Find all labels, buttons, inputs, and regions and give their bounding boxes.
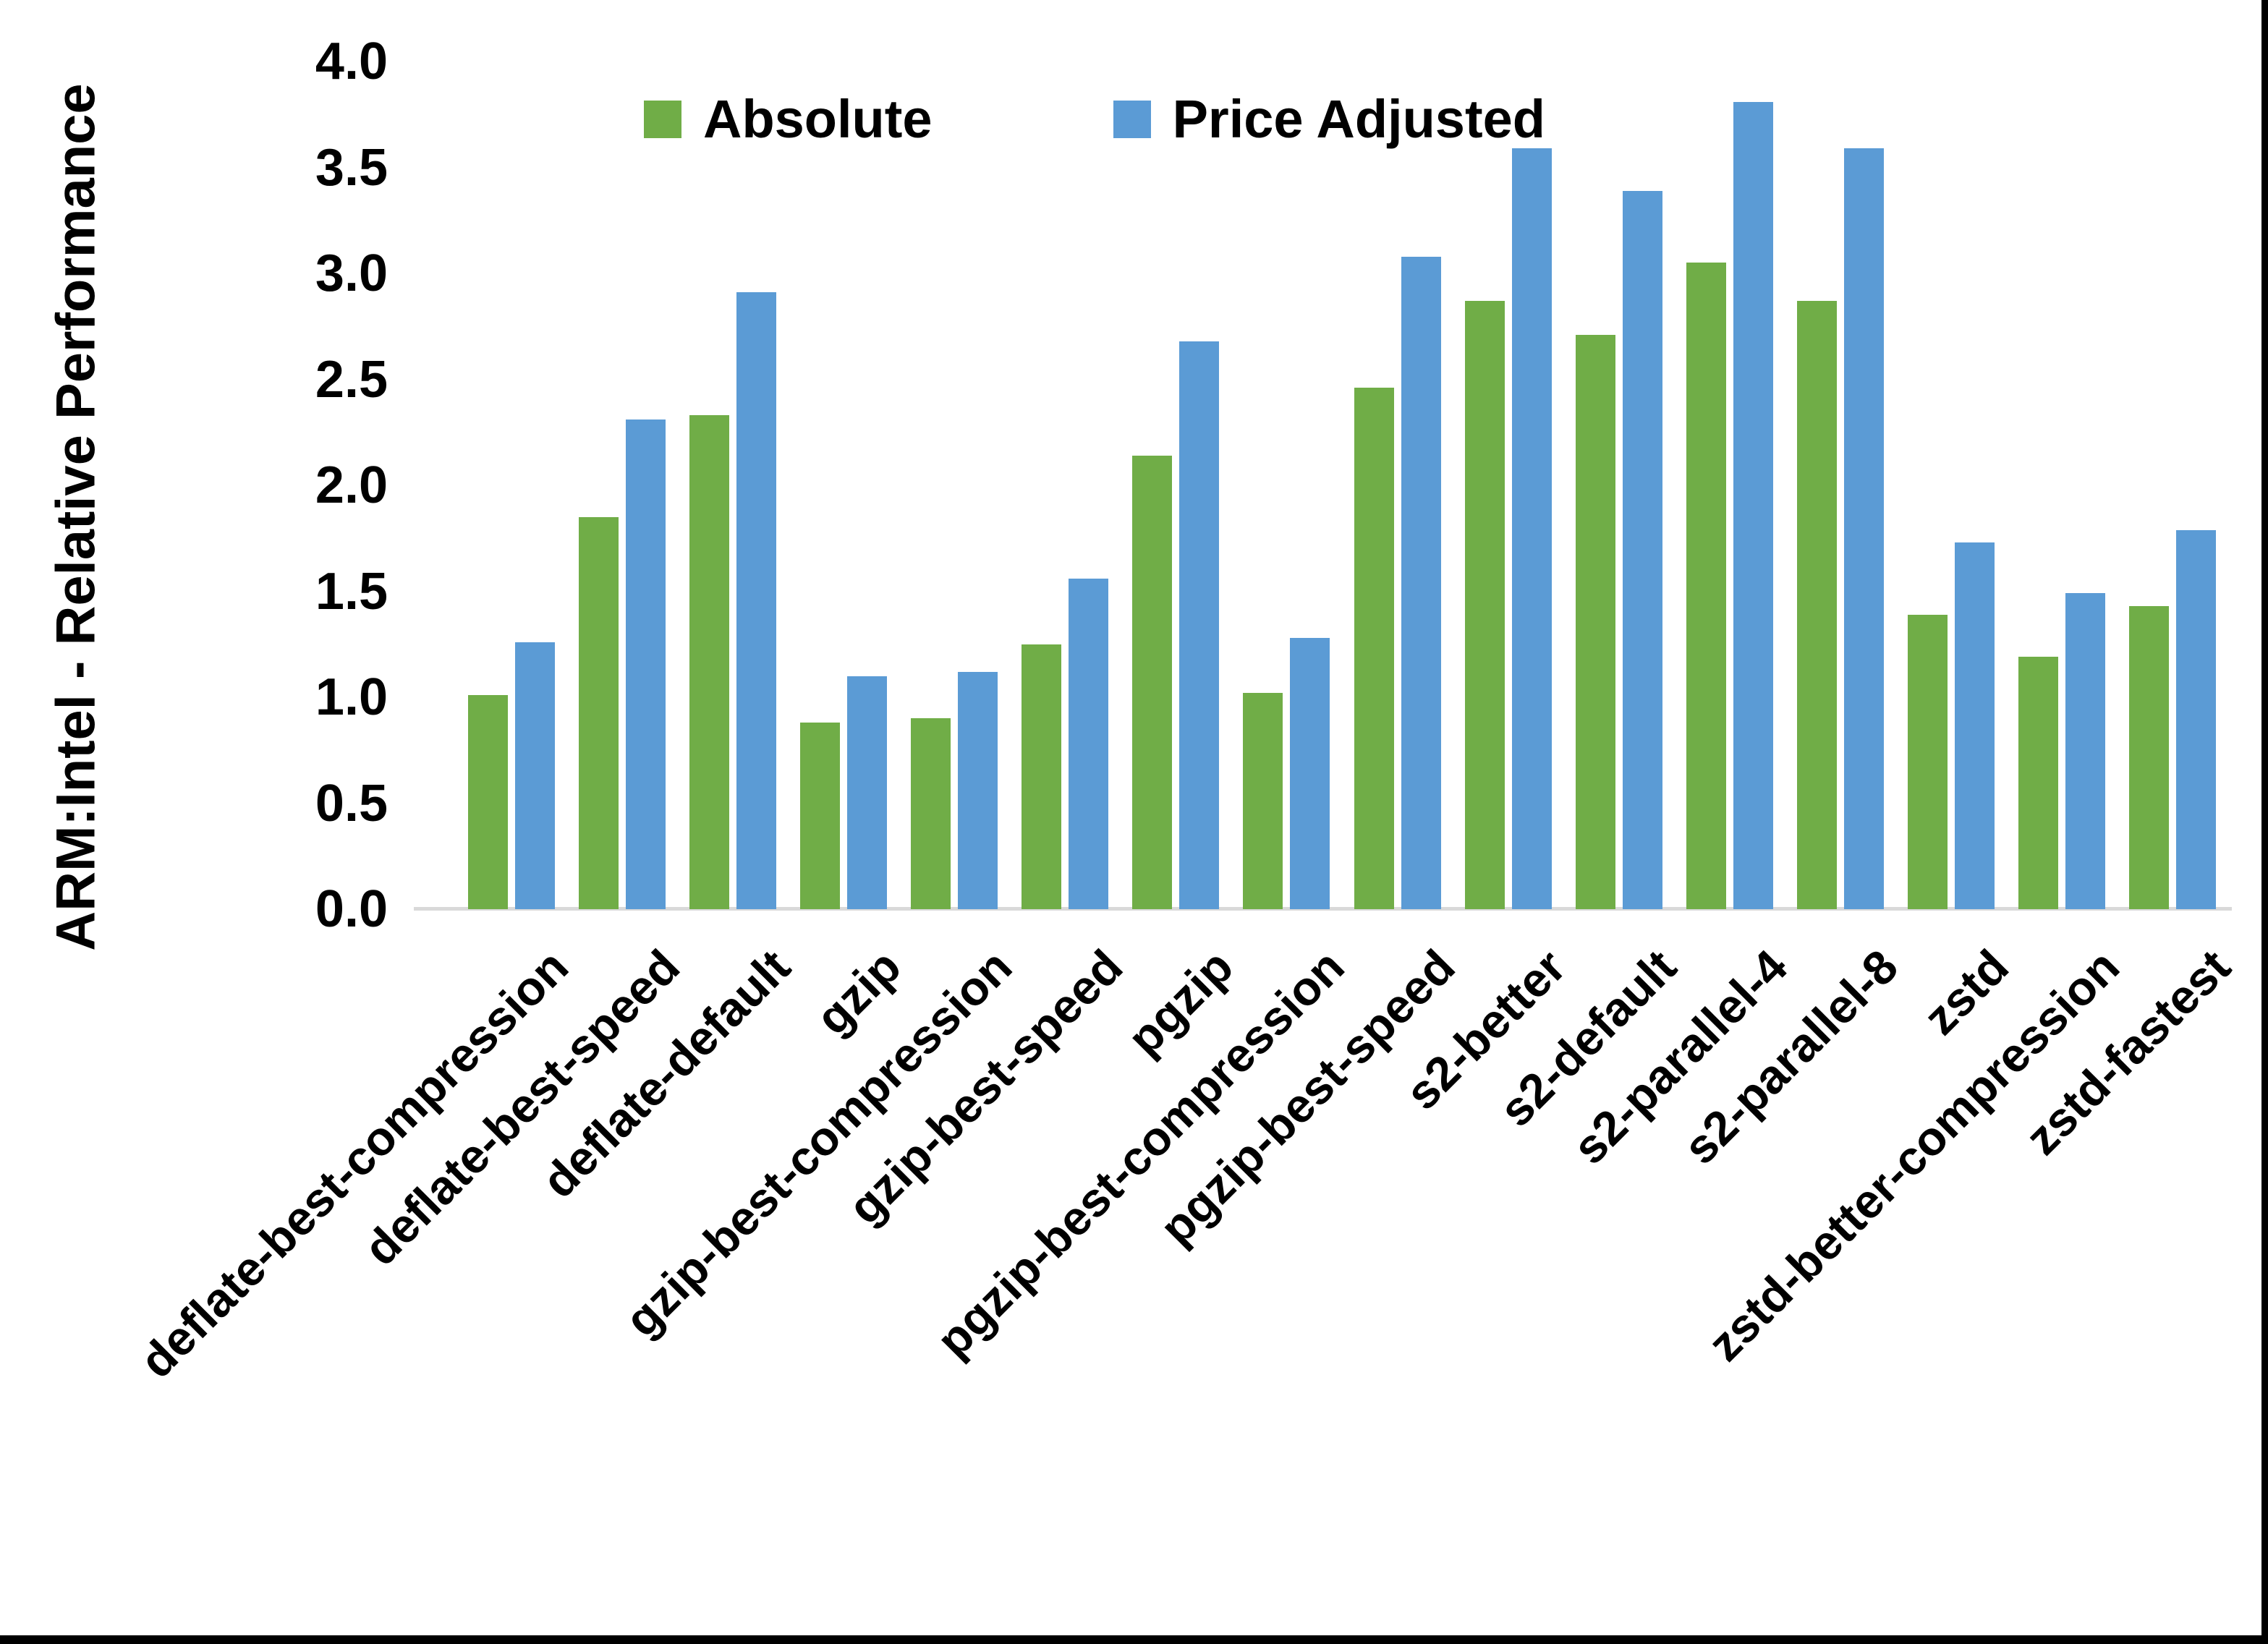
y-tick-label-2.0: 2.0 [315, 456, 388, 514]
legend-label-absolute: Absolute [703, 89, 933, 149]
bar-price-adjusted-zstd-better-compression [2065, 593, 2105, 909]
bar-price-adjusted-s2-better [1512, 148, 1552, 909]
y-tick-label-0.5: 0.5 [315, 774, 388, 832]
bar-absolute-zstd-better-compression [2018, 657, 2058, 909]
legend-swatch-absolute [644, 100, 681, 138]
bar-absolute-deflate-best-speed [579, 517, 619, 909]
legend-swatch-price-adjusted [1113, 100, 1151, 138]
y-tick-label-0.0: 0.0 [315, 880, 388, 938]
bar-absolute-s2-default [1576, 335, 1615, 909]
bar-price-adjusted-pgzip-best-compression [1290, 638, 1330, 909]
bar-price-adjusted-deflate-best-speed [626, 419, 666, 909]
bar-price-adjusted-s2-parallel-8 [1844, 148, 1884, 909]
bar-price-adjusted-pgzip-best-speed [1401, 257, 1441, 909]
bar-price-adjusted-zstd [1955, 542, 1995, 909]
y-tick-label-4.0: 4.0 [315, 33, 388, 90]
bar-price-adjusted-zstd-fastest [2176, 530, 2216, 909]
y-tick-label-2.5: 2.5 [315, 350, 388, 409]
legend-item-price-adjusted: Price Adjusted [1113, 88, 1545, 150]
legend-item-absolute: Absolute [644, 88, 933, 150]
y-tick-label-3.0: 3.0 [315, 244, 388, 302]
bar-price-adjusted-s2-default [1623, 191, 1662, 909]
bar-absolute-gzip-best-compression [911, 718, 951, 909]
y-axis-title-text: ARM:Intel - Relative Performance [45, 83, 107, 951]
legend: Absolute Price Adjusted [644, 88, 1545, 150]
bar-price-adjusted-deflate-best-compression [515, 642, 555, 909]
bar-absolute-pgzip [1132, 456, 1172, 909]
legend-label-price-adjusted: Price Adjusted [1172, 89, 1545, 149]
bar-price-adjusted-gzip-best-compression [958, 672, 998, 909]
bar-absolute-deflate-default [689, 415, 729, 909]
bar-price-adjusted-deflate-default [736, 292, 776, 909]
bar-absolute-s2-parallel-4 [1686, 263, 1726, 909]
bar-absolute-s2-parallel-8 [1797, 301, 1837, 909]
bar-absolute-gzip-best-speed [1022, 644, 1061, 909]
bar-price-adjusted-gzip [847, 676, 887, 909]
bar-absolute-pgzip-best-speed [1354, 388, 1394, 909]
x-category-label-deflate-best-compression: deflate-best-compression [129, 939, 579, 1388]
bar-absolute-s2-better [1465, 301, 1505, 909]
bar-price-adjusted-s2-parallel-4 [1733, 102, 1773, 909]
bar-absolute-gzip [800, 723, 840, 909]
bar-absolute-deflate-best-compression [468, 695, 508, 909]
bar-absolute-zstd-fastest [2129, 606, 2169, 909]
bar-absolute-zstd [1908, 615, 1948, 909]
y-tick-label-1.5: 1.5 [315, 562, 388, 621]
bar-price-adjusted-pgzip [1179, 341, 1219, 909]
y-tick-label-1.0: 1.0 [315, 668, 388, 726]
bar-price-adjusted-gzip-best-speed [1069, 579, 1108, 909]
y-tick-label-3.5: 3.5 [315, 138, 388, 197]
bar-absolute-pgzip-best-compression [1243, 693, 1283, 909]
